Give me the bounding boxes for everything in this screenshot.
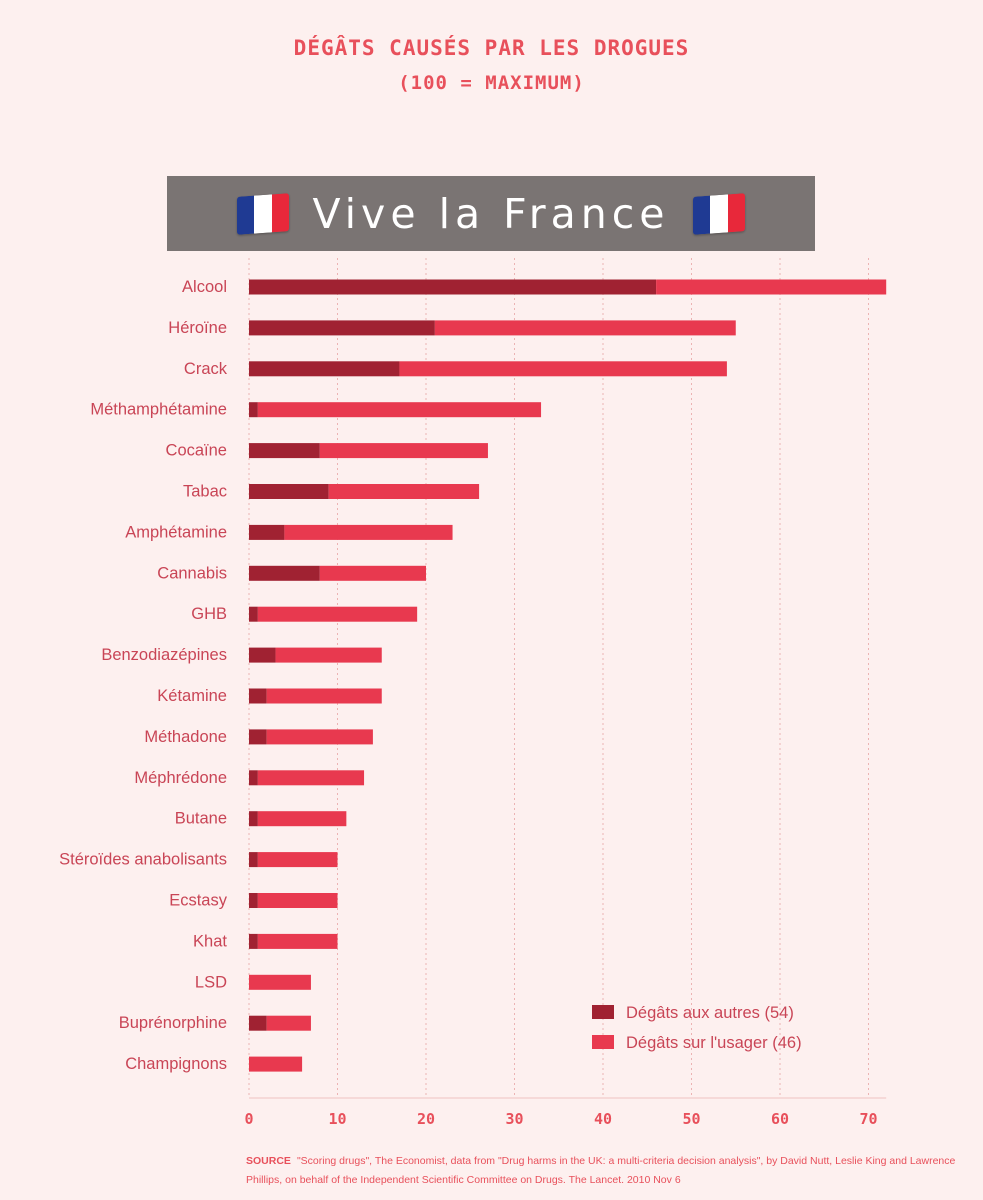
bar-harm-user — [257, 606, 418, 622]
bar-harm-others — [249, 647, 276, 663]
bar-harm-user — [257, 770, 365, 786]
category-label: Butane — [175, 810, 227, 828]
category-label: Méthamphétamine — [90, 401, 227, 419]
bar-harm-user — [319, 443, 488, 459]
bar-harm-user — [656, 279, 887, 295]
bar-harm-others — [249, 402, 258, 418]
bar-harm-others — [249, 852, 258, 868]
bar-harm-others — [249, 279, 657, 295]
bar-harm-user — [266, 1015, 311, 1031]
bar-harm-user — [257, 893, 338, 908]
bar-harm-user — [257, 852, 338, 868]
bar-harm-others — [249, 524, 285, 540]
category-label: Ecstasy — [169, 892, 228, 910]
category-label: Amphétamine — [125, 523, 227, 541]
category-label: Champignons — [125, 1055, 227, 1073]
category-label: Khat — [193, 932, 227, 950]
category-label: Buprénorphine — [119, 1014, 227, 1032]
category-label: Benzodiazépines — [101, 646, 227, 664]
bar-harm-user — [275, 647, 382, 663]
x-tick-label: 30 — [505, 1110, 523, 1128]
bar-harm-user — [319, 565, 426, 581]
legend-label: Dégâts sur l'usager (46) — [626, 1034, 802, 1052]
legend-label: Dégâts aux autres (54) — [626, 1004, 794, 1022]
bar-harm-user — [328, 484, 480, 499]
legend-swatch-others — [592, 1005, 614, 1019]
bar-harm-user — [434, 320, 736, 336]
bar-harm-others — [249, 770, 258, 786]
bar-harm-user — [257, 811, 347, 827]
category-label: Méphrédone — [134, 769, 227, 787]
x-tick-label: 70 — [859, 1110, 877, 1128]
x-tick-label: 60 — [771, 1110, 789, 1128]
bar-harm-others — [249, 361, 400, 377]
category-label: Cocaïne — [166, 442, 227, 460]
category-label: Crack — [184, 360, 228, 378]
chart-title: DÉGÂTS CAUSÉS PAR LES DROGUES — [293, 36, 690, 60]
category-label: Kétamine — [157, 687, 227, 705]
x-tick-label: 10 — [328, 1110, 346, 1128]
bar-harm-others — [249, 320, 435, 336]
x-tick-label: 50 — [682, 1110, 700, 1128]
x-tick-label: 0 — [244, 1110, 253, 1128]
bar-harm-others — [249, 565, 320, 581]
bar-harm-user — [257, 402, 542, 418]
bar-harm-user — [399, 361, 727, 377]
category-label: Stéroïdes anabolisants — [59, 851, 227, 869]
bar-harm-others — [249, 729, 267, 745]
category-label: Héroïne — [168, 319, 227, 337]
bar-harm-user — [249, 974, 311, 990]
bar-harm-others — [249, 1015, 267, 1031]
bar-harm-others — [249, 933, 258, 949]
bar-harm-user — [284, 524, 453, 540]
bar-harm-user — [266, 688, 382, 704]
category-label: Cannabis — [157, 564, 227, 582]
bar-harm-others — [249, 893, 258, 908]
bar-harm-user — [249, 1056, 303, 1072]
banner-text: Vive la France — [312, 189, 670, 238]
chart-subtitle: (100 = MAXIMUM) — [398, 72, 585, 94]
category-label: Alcool — [182, 278, 227, 296]
category-label: LSD — [195, 973, 227, 991]
bar-harm-others — [249, 688, 267, 704]
category-label: Tabac — [183, 483, 227, 501]
bar-harm-user — [257, 933, 338, 949]
category-label: Méthadone — [144, 728, 227, 746]
x-tick-label: 40 — [594, 1110, 612, 1128]
bar-harm-others — [249, 811, 258, 827]
bar-harm-user — [266, 729, 373, 745]
bar-harm-others — [249, 484, 329, 499]
category-label: GHB — [191, 605, 227, 623]
legend-swatch-user — [592, 1035, 614, 1049]
source-note: SOURCE "Scoring drugs", The Economist, da… — [246, 1152, 966, 1190]
source-text: "Scoring drugs", The Economist, data fro… — [246, 1155, 956, 1186]
source-label: SOURCE — [246, 1155, 291, 1167]
x-tick-label: 20 — [417, 1110, 435, 1128]
banner: Vive la France — [167, 176, 815, 251]
bar-harm-others — [249, 606, 258, 622]
bar-harm-others — [249, 443, 320, 459]
